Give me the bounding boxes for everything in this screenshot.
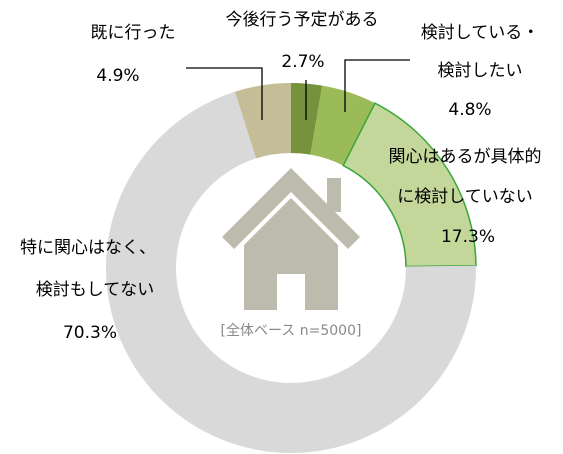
- slice: [342, 102, 477, 268]
- slice-label: に検討していない: [397, 187, 533, 207]
- value-label: 17.3%: [441, 227, 495, 247]
- slice-label: 検討している・: [421, 23, 540, 43]
- house-body: [244, 198, 338, 310]
- slice-label: 検討もしてない: [36, 280, 155, 300]
- value-label: 4.8%: [448, 100, 491, 120]
- slice: [106, 91, 476, 453]
- slice-label: 関心はあるが具体的: [389, 147, 542, 167]
- slice-label: 既に行った: [91, 23, 176, 43]
- slice-label: 検討したい: [438, 61, 523, 81]
- house-chimney: [327, 178, 341, 212]
- leader-line: [344, 59, 410, 112]
- slice-label: 今後行う予定がある: [226, 10, 379, 30]
- house-roof: [222, 168, 360, 249]
- leader-line: [186, 67, 263, 120]
- slices: [106, 83, 477, 453]
- slice: [310, 85, 375, 166]
- center-text: [全体ベース n=5000]: [221, 322, 362, 339]
- slice: [234, 83, 291, 159]
- value-label: 70.3%: [63, 323, 117, 343]
- slice-label: 特に関心はなく、: [20, 238, 156, 258]
- value-label: 2.7%: [281, 52, 324, 72]
- value-label: 4.9%: [96, 66, 139, 86]
- house-icon: [222, 168, 360, 310]
